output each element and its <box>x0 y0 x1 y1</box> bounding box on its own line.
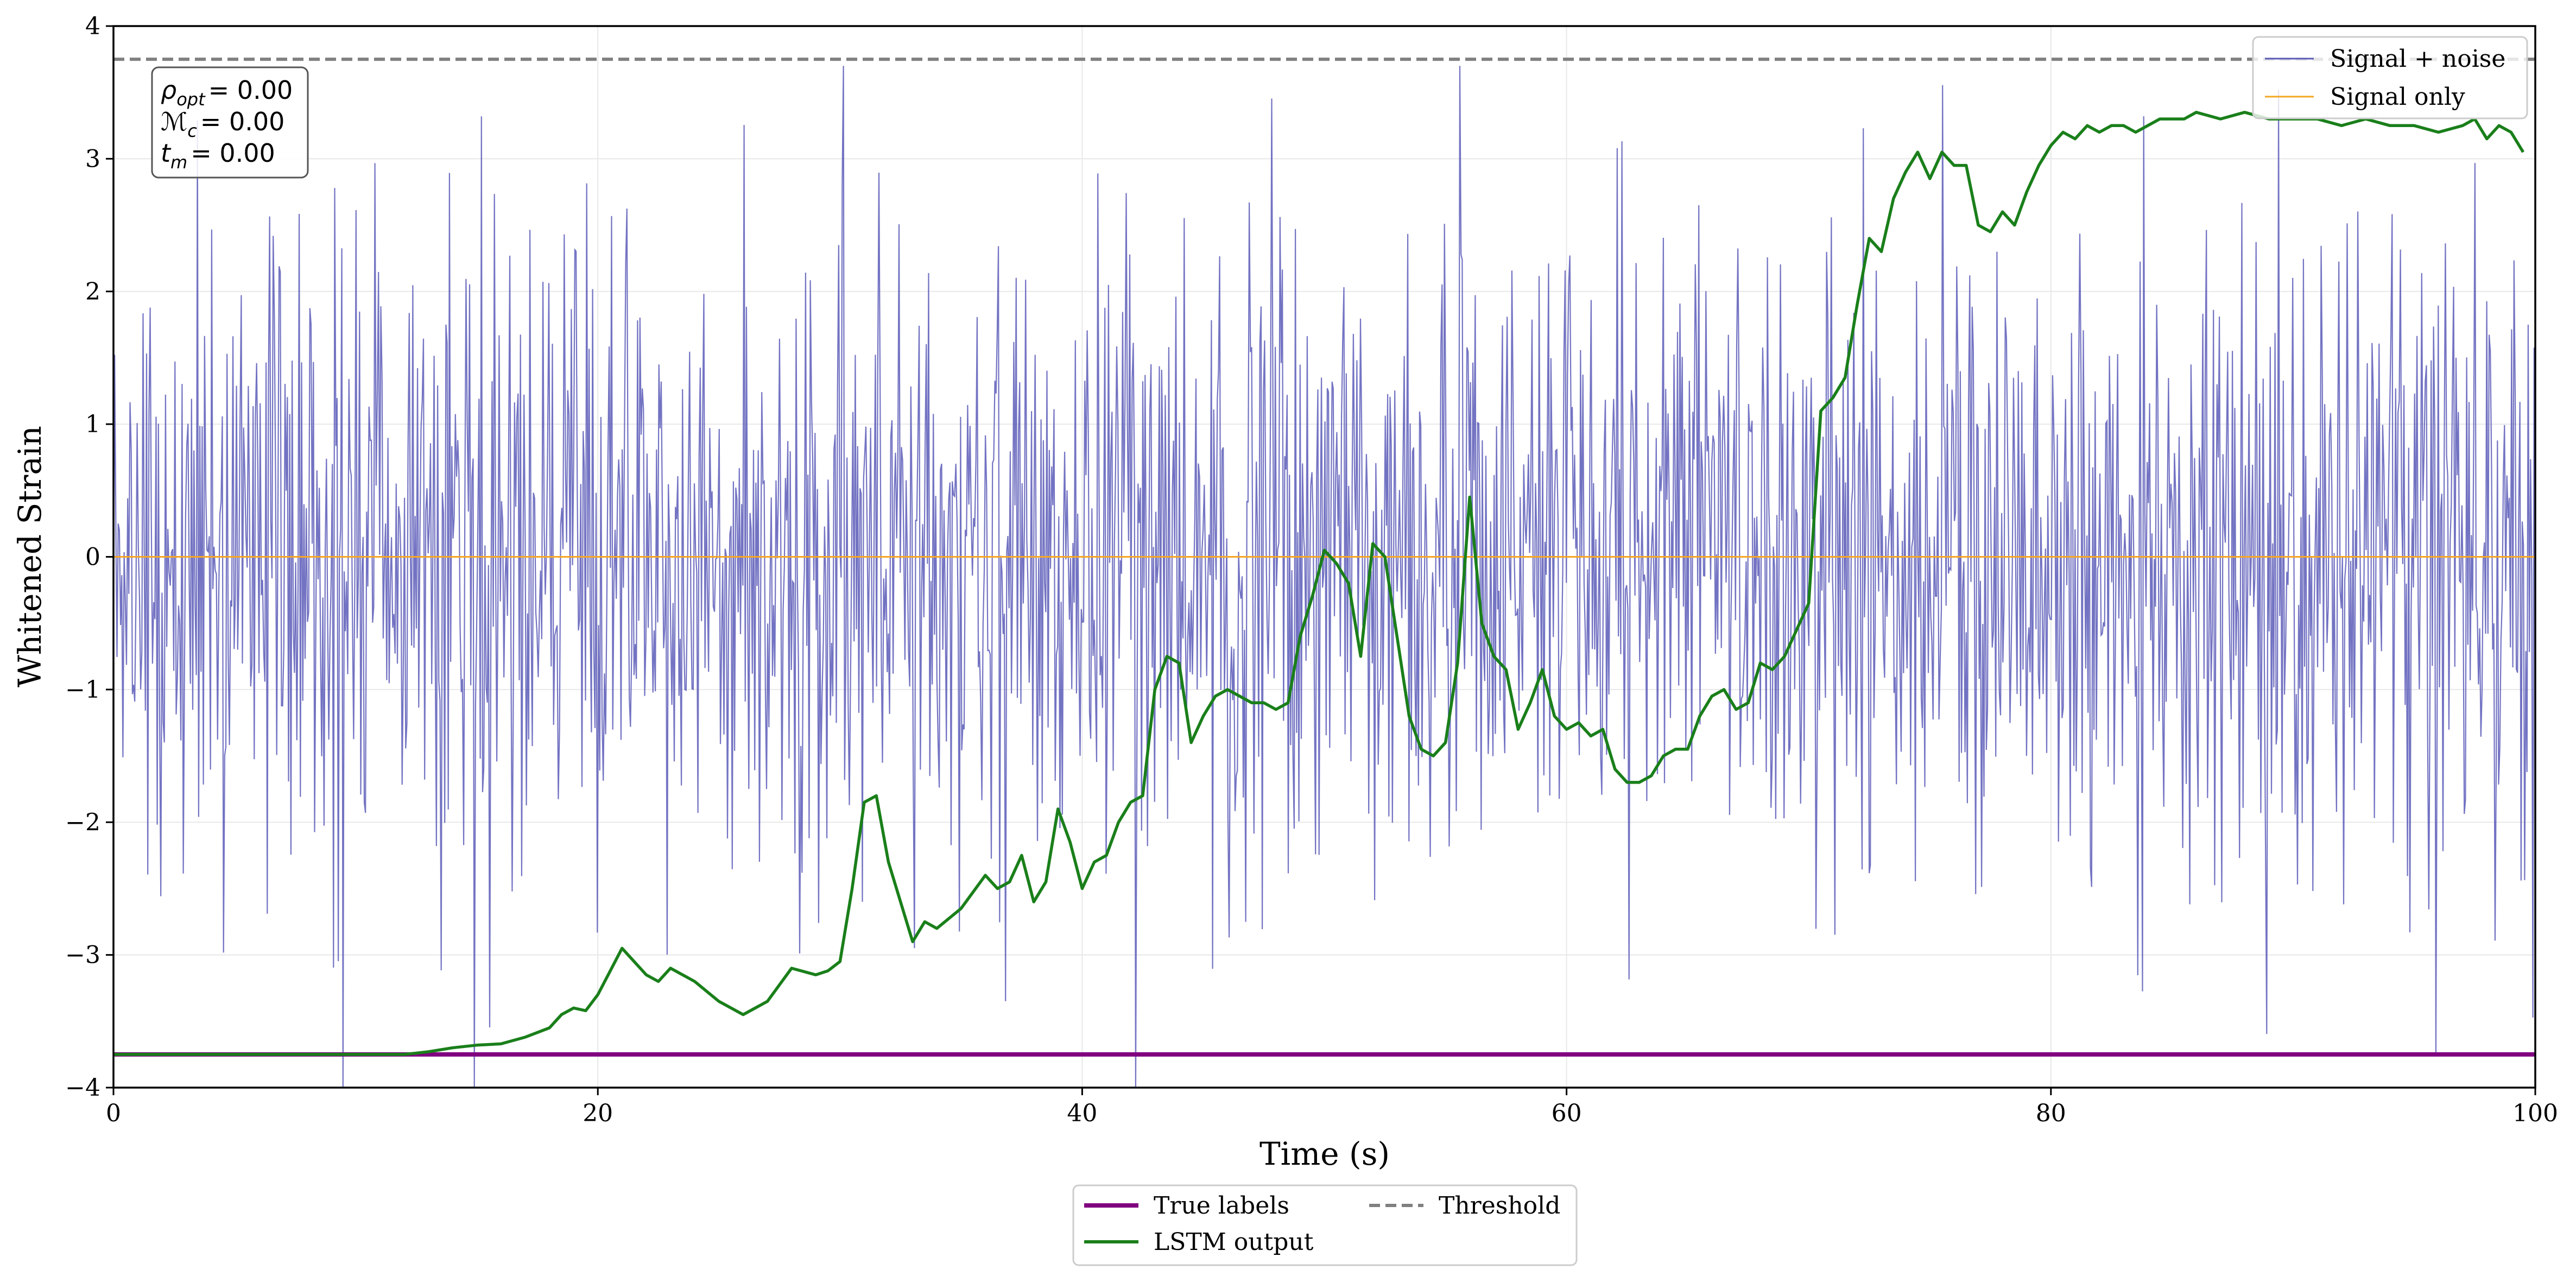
plot-area <box>113 58 2535 1088</box>
legend-label-signal-only: Signal only <box>2330 83 2465 111</box>
legend-label-signal-noise: Signal + noise <box>2330 45 2505 73</box>
y-tick-label: −4 <box>65 1074 100 1102</box>
legend-lower-frame <box>1072 1184 1578 1266</box>
annotation-rho: ρopt = 0.00 <box>161 75 293 110</box>
y-axis-label: Whitened Strain <box>11 426 48 687</box>
y-tick-label: −1 <box>65 676 100 704</box>
series-lstm-output <box>113 111 2525 1056</box>
y-tick-label: 4 <box>85 12 100 40</box>
legend-label-lstm-output: LSTM output <box>1154 1228 1314 1256</box>
annotation-merger-time: tm = 0.00 <box>161 138 275 173</box>
x-tick-label: 60 <box>1552 1100 1582 1127</box>
x-tick-label: 100 <box>2512 1100 2558 1127</box>
y-tick-label: 0 <box>85 544 100 571</box>
axis-ticks: 0 20 40 60 80 100 −4 −3 −2 −1 0 1 2 3 4 <box>65 12 2558 1127</box>
x-tick-label: 20 <box>583 1100 613 1127</box>
y-tick-label: −2 <box>65 809 100 836</box>
annotation-chirp-mass: ℳc = 0.00 <box>161 107 284 141</box>
x-tick-label: 80 <box>2036 1100 2066 1127</box>
legend-label-true-labels: True labels <box>1154 1192 1289 1220</box>
y-tick-label: 3 <box>85 145 100 173</box>
x-tick-label: 0 <box>106 1100 121 1127</box>
y-tick-label: 1 <box>85 411 100 438</box>
annotation-box: ρopt = 0.00 ℳc = 0.00 tm = 0.00 <box>151 66 309 179</box>
legend-lower: True labels Threshold LSTM output <box>1072 1184 1578 1266</box>
legend-upper: Signal + noise Signal only <box>2252 36 2528 119</box>
y-tick-label: −3 <box>65 942 100 969</box>
legend-label-threshold: Threshold <box>1439 1192 1560 1220</box>
x-tick-label: 40 <box>1067 1100 1097 1127</box>
legend-upper-frame <box>2252 36 2528 119</box>
annotation-frame <box>151 66 309 179</box>
x-axis-label: Time (s) <box>1259 1135 1390 1172</box>
y-tick-label: 2 <box>85 278 100 306</box>
series-signal-noise <box>113 66 2535 1088</box>
